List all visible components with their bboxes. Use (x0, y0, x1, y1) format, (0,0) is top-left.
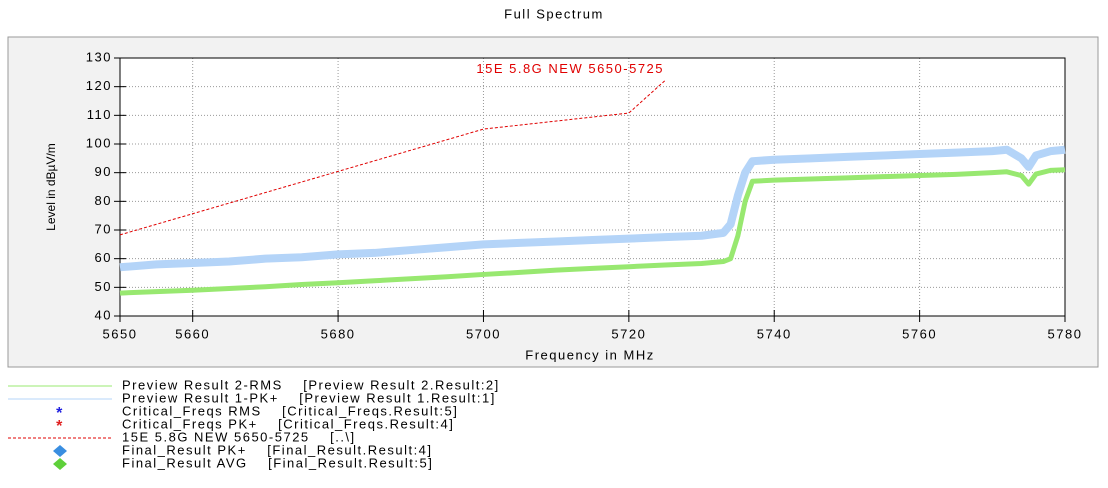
series-line (119, 79, 666, 236)
y-tick-label: 130 (86, 49, 112, 64)
x-tick-label: 5700 (466, 326, 501, 341)
y-tick-label: 50 (95, 279, 112, 294)
y-tick-label: 40 (95, 307, 112, 322)
y-axis-label: Level in dBµV/m (44, 143, 58, 231)
y-tick-label: 120 (86, 78, 112, 93)
y-tick-label: 90 (95, 164, 112, 179)
legend-label: Critical_Freqs RMS [Critical_Freqs.Resul… (122, 403, 458, 418)
x-tick-label: 5760 (902, 326, 937, 341)
plot-border (119, 57, 1066, 317)
legend-symbol: * (56, 418, 64, 435)
y-tick-label: 70 (95, 221, 112, 236)
x-tick-label: 5680 (321, 326, 356, 341)
series-line (119, 145, 1066, 272)
x-tick-label: 5720 (611, 326, 646, 341)
x-tick-label: 5740 (757, 326, 792, 341)
x-tick-label: 5780 (1048, 326, 1083, 341)
legend-label: Final_Result PK+ [Final_Result.Result:4] (122, 442, 433, 457)
y-tick-label: 110 (87, 107, 112, 122)
legend-symbol (53, 458, 67, 470)
legend-label: Preview Result 2-RMS [Preview Result 2.R… (122, 377, 500, 392)
legend-label: Final_Result AVG [Final_Result.Result:5] (122, 455, 433, 470)
legend-symbol: * (56, 405, 64, 422)
annotation: 15E 5.8G NEW 5650-5725 (476, 61, 664, 76)
x-tick-label: 5660 (175, 326, 210, 341)
y-tick-label: 80 (95, 193, 112, 208)
series-line (119, 167, 1066, 296)
legend-label: 15E 5.8G NEW 5650-5725 [..\] (122, 429, 356, 444)
legend-symbol (53, 445, 67, 457)
plot-area (120, 58, 1065, 316)
y-tick-label: 100 (86, 135, 112, 150)
legend-label: Critical_Freqs PK+ [Critical_Freqs.Resul… (122, 416, 454, 431)
x-tick-label: 5650 (103, 326, 138, 341)
x-axis-label: Frequency in MHz (525, 347, 654, 362)
chart-title: Full Spectrum (504, 6, 604, 21)
legend-label: Preview Result 1-PK+ [Preview Result 1.R… (122, 390, 496, 405)
y-tick-label: 60 (95, 250, 112, 265)
